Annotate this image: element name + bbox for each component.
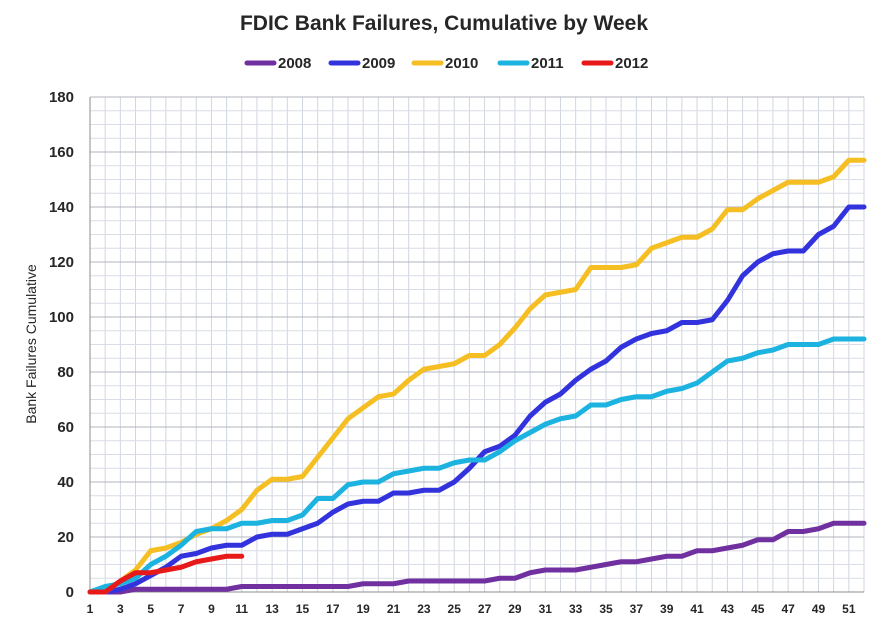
- x-tick-label: 13: [265, 602, 279, 616]
- series-lines: [87, 157, 867, 595]
- y-tick-label: 20: [57, 529, 74, 546]
- y-tick-label: 100: [49, 309, 74, 326]
- x-tick-label: 35: [599, 602, 613, 616]
- x-tick-label: 49: [812, 602, 826, 616]
- x-tick-label: 45: [751, 602, 765, 616]
- series-line-2012: [87, 553, 245, 595]
- x-tick-label: 25: [448, 602, 462, 616]
- x-tick-label: 41: [690, 602, 704, 616]
- x-tick-labels: 1 3 5 7 9 11 13 15 17 19 21 23 25 27 29 31 33 35 37 39 41 43 4…: [87, 602, 856, 616]
- legend-label-2011: 2011: [531, 55, 564, 72]
- x-tick-label: 9: [208, 602, 215, 616]
- x-tick-label: 15: [296, 602, 310, 616]
- x-tick-label: 43: [721, 602, 735, 616]
- legend-label-2012: 2012: [615, 55, 648, 72]
- y-tick-label: 180: [49, 89, 74, 106]
- axes: [89, 97, 864, 593]
- legend-label-2010: 2010: [445, 55, 478, 72]
- x-tick-label: 37: [630, 602, 644, 616]
- x-tick-label: 51: [842, 602, 856, 616]
- x-tick-label: 31: [539, 602, 553, 616]
- x-tick-label: 29: [508, 602, 522, 616]
- y-tick-label: 120: [49, 254, 74, 271]
- x-tick-label: 11: [235, 602, 248, 616]
- x-tick-label: 3: [117, 602, 124, 616]
- y-axis-label: Bank Failures Cumulative: [23, 264, 39, 424]
- chart-title: FDIC Bank Failures, Cumulative by Week: [240, 12, 648, 35]
- legend: 2008 2009 2010 2011 2012: [244, 55, 648, 72]
- x-tick-label: 5: [147, 602, 154, 616]
- gridlines: [89, 96, 865, 593]
- series-line-2008: [87, 520, 867, 595]
- x-tick-label: 23: [417, 602, 431, 616]
- x-tick-label: 39: [660, 602, 674, 616]
- x-tick-label: 19: [356, 602, 370, 616]
- x-tick-label: 33: [569, 602, 583, 616]
- x-tick-label: 7: [178, 602, 185, 616]
- x-tick-label: 21: [387, 602, 401, 616]
- y-tick-label: 60: [57, 419, 74, 436]
- y-tick-label: 0: [66, 584, 74, 601]
- legend-label-2009: 2009: [362, 55, 395, 72]
- series-line-2011: [87, 336, 867, 595]
- y-tick-label: 160: [49, 144, 74, 161]
- y-tick-label: 40: [57, 474, 74, 491]
- x-tick-label: 47: [781, 602, 795, 616]
- legend-label-2008: 2008: [278, 55, 311, 72]
- series-line-2010: [87, 157, 867, 595]
- y-tick-label: 140: [49, 199, 74, 216]
- y-tick-label: 80: [57, 364, 74, 381]
- x-tick-label: 27: [478, 602, 492, 616]
- x-tick-label: 1: [87, 602, 94, 616]
- y-tick-labels: 0 20 40 60 80 100 120 140 160 180: [49, 89, 74, 601]
- x-tick-label: 17: [326, 602, 340, 616]
